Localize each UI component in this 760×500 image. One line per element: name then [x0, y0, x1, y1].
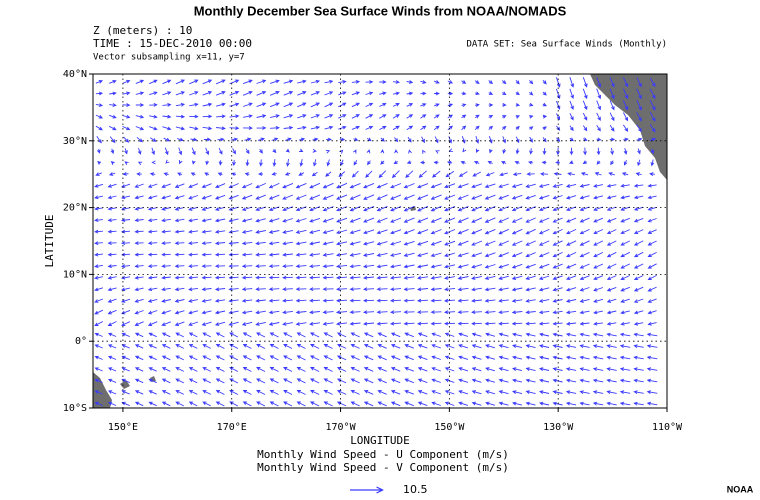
legend-v: Monthly Wind Speed - V Component (m/s): [257, 461, 509, 474]
wind-vectors: [94, 77, 658, 407]
y-tick-label: 20°N: [63, 203, 87, 214]
title: Monthly December Sea Surface Winds from …: [194, 3, 567, 18]
level: Z (meters) : 10: [93, 24, 192, 37]
dataset: DATA SET: Sea Surface Winds (Monthly): [467, 40, 667, 50]
y-tick-label: 10°N: [63, 269, 87, 280]
x-axis-label: LONGITUDE: [350, 434, 410, 447]
y-tick-label: 30°N: [63, 136, 87, 147]
reference-label: 10.5: [403, 483, 428, 496]
plot-frame: [92, 73, 668, 409]
plot-area: 150°E 170°E 170°W 150°W 130°W 110°W 40°N 30°N 20…: [63, 69, 683, 433]
y-tick-label: 0°: [75, 336, 87, 347]
x-tick-label: 130°W: [543, 422, 574, 433]
island: [120, 206, 416, 389]
credit: NOAA: [727, 484, 754, 494]
x-tick-label: 150°W: [434, 422, 465, 433]
x-tick-label: 150°E: [108, 422, 138, 433]
time: TIME : 15-DEC-2010 00:00: [93, 37, 252, 50]
subsampling: Vector subsampling x=11, y=7: [93, 53, 245, 63]
y-tick-label: 40°N: [63, 69, 87, 80]
x-tick-label: 110°W: [652, 422, 683, 433]
y-tick-label: 10°S: [63, 403, 87, 414]
legend-u: Monthly Wind Speed - U Component (m/s): [257, 448, 509, 461]
land: [590, 74, 667, 180]
x-tick-label: 170°W: [325, 422, 356, 433]
y-axis-label: LATITUDE: [43, 215, 56, 268]
x-tick-label: 170°E: [217, 422, 247, 433]
land: [93, 372, 112, 408]
reference-vector: [350, 486, 384, 494]
